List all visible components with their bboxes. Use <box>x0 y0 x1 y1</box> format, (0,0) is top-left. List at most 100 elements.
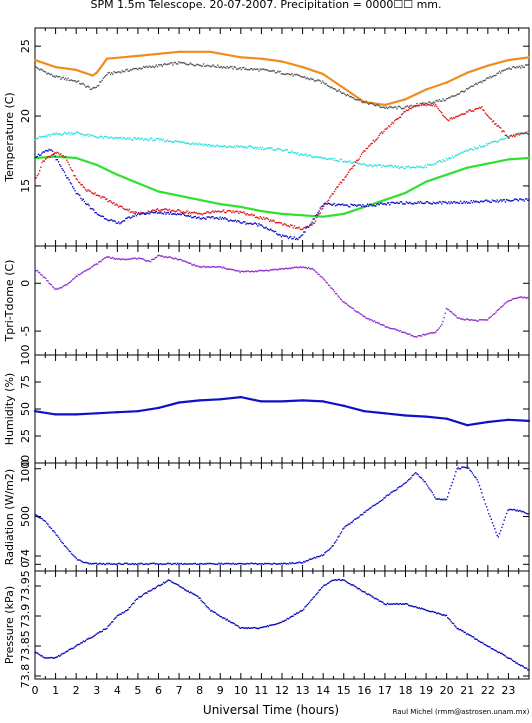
data-point <box>251 213 253 215</box>
data-point <box>523 666 525 669</box>
data-point <box>128 607 130 609</box>
data-point <box>300 266 303 269</box>
data-point <box>417 335 419 337</box>
data-point <box>319 212 321 214</box>
data-point <box>266 147 268 150</box>
data-point <box>319 555 321 557</box>
data-point <box>195 143 198 145</box>
data-point <box>439 160 442 162</box>
data-point <box>152 140 154 142</box>
data-point <box>225 67 227 69</box>
data-point <box>301 562 304 564</box>
data-point <box>68 179 70 181</box>
data-point <box>404 106 406 108</box>
data-point <box>56 151 59 153</box>
data-point <box>520 198 522 200</box>
data-point <box>44 277 47 279</box>
data-point <box>395 603 397 605</box>
data-point <box>445 417 448 420</box>
data-point <box>428 164 430 166</box>
data-point <box>222 145 225 147</box>
data-point <box>271 229 273 232</box>
data-point <box>480 319 482 321</box>
data-point <box>201 143 204 146</box>
data-point <box>251 68 253 70</box>
data-point <box>426 485 429 487</box>
data-point <box>322 400 325 403</box>
data-point <box>528 131 530 133</box>
data-point <box>113 220 115 222</box>
data-point <box>148 65 151 67</box>
data-point <box>364 511 366 513</box>
data-point <box>520 664 522 667</box>
data-point <box>505 301 508 303</box>
data-point <box>207 211 209 213</box>
data-point <box>330 87 332 89</box>
data-point <box>360 164 363 166</box>
data-point <box>135 598 138 600</box>
data-point <box>159 255 161 257</box>
data-point <box>211 211 213 213</box>
y-tick-label: 100 <box>19 345 32 366</box>
data-point <box>106 218 108 221</box>
data-point <box>450 484 452 487</box>
data-point <box>67 283 69 285</box>
data-point <box>88 86 90 88</box>
data-point <box>115 257 118 260</box>
data-point <box>116 71 119 73</box>
data-point <box>217 210 219 213</box>
data-point <box>496 199 498 201</box>
data-point <box>298 154 300 156</box>
data-point <box>339 204 342 206</box>
data-point <box>103 135 106 138</box>
data-point <box>457 628 459 630</box>
data-point <box>204 217 206 220</box>
data-point <box>451 202 454 204</box>
data-point <box>197 563 199 565</box>
data-point <box>156 208 159 210</box>
data-point <box>205 266 207 269</box>
data-point <box>118 614 120 616</box>
data-point <box>430 164 432 167</box>
data-point <box>514 66 516 69</box>
data-point <box>293 266 296 268</box>
data-point <box>411 106 413 109</box>
data-point <box>86 638 88 640</box>
data-point <box>172 563 174 565</box>
data-point <box>476 638 478 641</box>
data-point <box>324 83 326 85</box>
data-point <box>105 198 107 201</box>
data-point <box>238 146 240 148</box>
data-point <box>299 561 301 564</box>
data-point <box>54 532 56 534</box>
data-point <box>224 66 226 69</box>
data-point <box>199 265 201 268</box>
data-point <box>103 218 106 220</box>
data-point <box>79 182 81 184</box>
data-point <box>384 496 386 499</box>
data-point <box>159 563 161 565</box>
data-point <box>222 563 225 565</box>
data-point <box>313 155 316 158</box>
data-point <box>277 234 279 236</box>
data-point <box>218 562 220 564</box>
data-point <box>287 73 290 75</box>
data-point <box>224 267 226 269</box>
data-point <box>521 664 523 667</box>
data-point <box>153 66 155 69</box>
data-point <box>198 64 200 66</box>
data-point <box>485 506 488 508</box>
data-point <box>251 562 253 564</box>
data-point <box>264 270 266 272</box>
data-point <box>125 258 127 261</box>
data-point <box>457 202 459 204</box>
data-point <box>507 58 510 62</box>
data-point <box>343 161 345 163</box>
data-point <box>356 98 358 101</box>
data-point <box>285 235 287 237</box>
data-point <box>232 210 234 212</box>
data-point <box>516 662 518 664</box>
data-point <box>53 657 55 659</box>
data-point <box>346 173 349 176</box>
data-point <box>162 213 165 215</box>
